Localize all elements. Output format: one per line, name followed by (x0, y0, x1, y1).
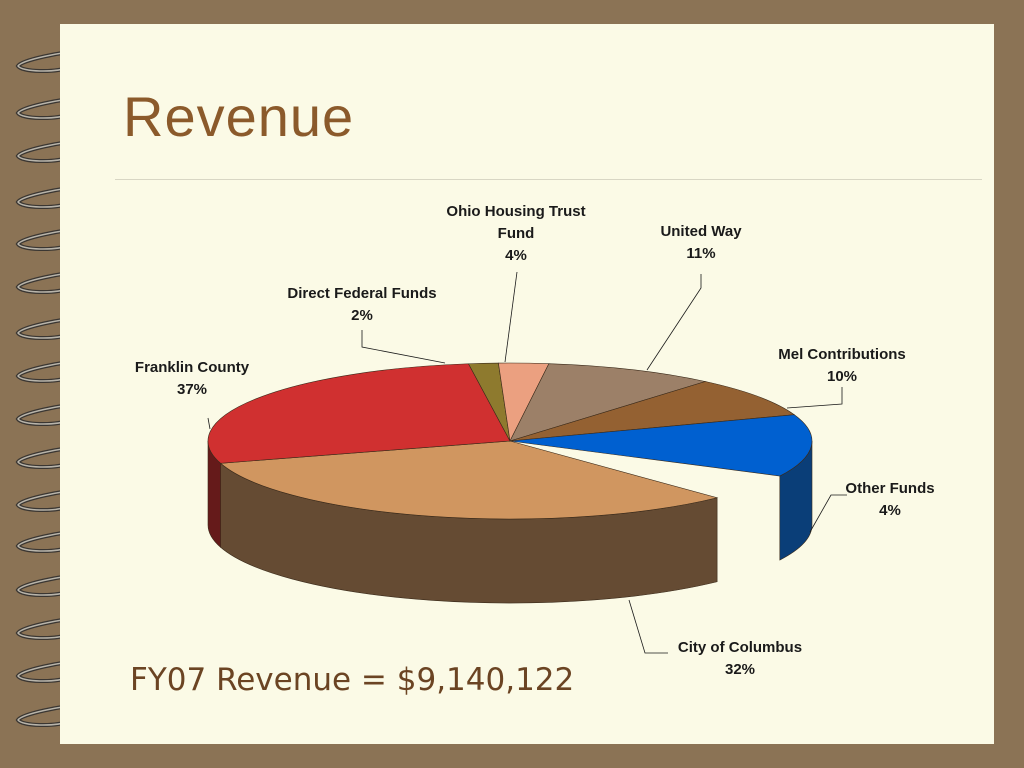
slice-label-ohio-housing-trust-fund: Ohio Housing Trust (446, 203, 585, 220)
slice-label-franklin-county: Franklin County (135, 359, 250, 376)
slice-value-mel-contributions: 10% (827, 368, 857, 385)
slice-label-united-way: United Way (660, 223, 742, 240)
slice-value-direct-federal-funds: 2% (351, 307, 373, 324)
slice-value-united-way: 11% (686, 245, 715, 262)
slice-label-ohio-housing-trust-fund: Fund (498, 225, 535, 242)
leader-line-mel-contributions (786, 387, 843, 409)
slice-value-franklin-county: 37% (177, 381, 207, 398)
slice-other-funds (509, 414, 813, 477)
slice-label-city-of-columbus: City of Columbus (678, 639, 802, 656)
pie-slices (207, 362, 813, 604)
slice-city-of-columbus (219, 440, 719, 520)
total-revenue-text: FY07 Revenue = $9,140,122 (130, 662, 575, 698)
leader-line-city-of-columbus (628, 599, 668, 654)
slice-label-direct-federal-funds: Direct Federal Funds (287, 285, 436, 302)
leader-line-united-way (646, 274, 702, 371)
page-title: Revenue (123, 85, 355, 148)
slice-mel-contributions (509, 381, 796, 442)
leader-line-other-funds (809, 494, 847, 533)
slice-value-city-of-columbus: 32% (725, 661, 755, 678)
revenue-pie-chart: City of Columbus 32% Franklin County 37% Dir… (135, 203, 935, 678)
title-divider (115, 179, 982, 180)
slice-label-mel-contributions: Mel Contributions (778, 346, 906, 363)
slice-value-other-funds: 4% (879, 502, 901, 519)
leader-line-ohio-housing-trust-fund (504, 271, 518, 363)
leader-line-franklin-county (207, 417, 211, 430)
slice-franklin-county (207, 363, 511, 464)
leader-line-direct-federal-funds (361, 330, 446, 364)
leader-lines (207, 271, 847, 654)
slice-label-other-funds: Other Funds (845, 480, 934, 497)
slice-united-way (509, 363, 707, 442)
slice-value-ohio-housing-trust-fund: 4% (505, 247, 527, 264)
slice-labels: City of Columbus 32% Franklin County 37% Dir… (135, 203, 935, 678)
